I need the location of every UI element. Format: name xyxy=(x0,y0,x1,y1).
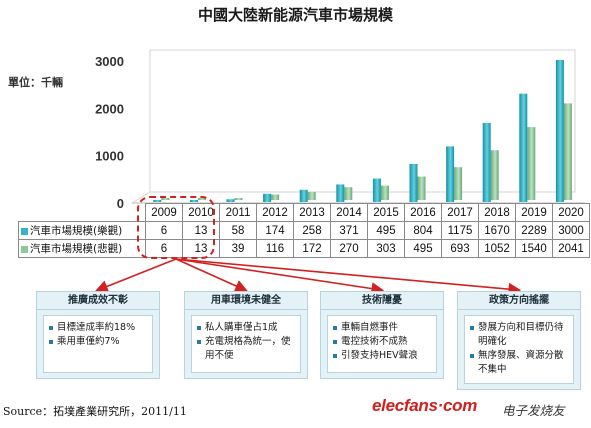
bar-chart: 0 1000 2000 3000 xyxy=(95,49,585,210)
reason-box-policy: 政策方向搖擺 發展方向和目標仍待明確化 無序發展、資源分散不集中 xyxy=(457,291,581,390)
bar-pessimistic xyxy=(197,198,206,200)
table-cell: 3000 xyxy=(552,221,590,240)
unit-label: 單位：千輛 xyxy=(8,76,63,89)
year-cell: 2012 xyxy=(256,203,294,222)
year-cell: 2009 xyxy=(145,203,183,222)
reason-title: 技術隱憂 xyxy=(321,292,443,310)
data-table: 2009 2010 2011 2012 2013 2014 2015 2016 2017 2018… xyxy=(18,203,590,258)
year-cell: 2017 xyxy=(441,203,479,222)
bar-optimistic xyxy=(372,178,381,202)
reason-arrow xyxy=(175,258,248,292)
table-cell: 1540 xyxy=(515,239,553,258)
table-cell: 1670 xyxy=(478,221,516,240)
reason-item: 電控技術不成熟 xyxy=(332,335,432,349)
table-cell: 693 xyxy=(441,239,479,258)
year-cell: 2013 xyxy=(293,203,331,222)
year-cell: 2011 xyxy=(219,203,257,222)
row-label: 汽車市場規模(悲觀) xyxy=(18,239,146,258)
reason-item: 私人購車僅占1成 xyxy=(196,321,296,335)
bar-pessimistic xyxy=(380,185,389,200)
y-tick-label: 0 xyxy=(117,196,124,210)
brand-logo-cn: 电子发烧友 xyxy=(502,403,565,418)
table-cell: 174 xyxy=(256,221,294,240)
highlight-2009-2010 xyxy=(137,196,215,259)
reason-item: 無序發展、資源分散不集中 xyxy=(469,349,569,377)
table-cell: 1052 xyxy=(478,239,516,258)
year-cell: 2020 xyxy=(552,203,590,222)
bar-pessimistic xyxy=(563,103,572,200)
source-note: Source：拓墣產業研究所，2011/11 xyxy=(3,405,187,418)
y-tick-label: 3000 xyxy=(95,54,124,69)
table-row-optimistic: 汽車市場規模(樂觀) 6 13 58 174 258 371 495 804 1175 1670 22… xyxy=(18,221,590,240)
bar-pessimistic xyxy=(161,198,170,200)
bar-pessimistic xyxy=(417,176,426,200)
bar-pessimistic xyxy=(490,150,499,200)
reason-item: 充電規格為統一，使用不便 xyxy=(196,335,296,363)
bar-pessimistic xyxy=(307,191,316,200)
reason-box-promotion: 推廣成效不彰 目標達成率約18% 乘用車僅約7% xyxy=(36,291,160,379)
bar-optimistic xyxy=(446,146,455,202)
reason-title: 推廣成效不彰 xyxy=(37,292,159,310)
row-label-text: 汽車市場規模(悲觀) xyxy=(30,243,123,255)
table-cell: 495 xyxy=(404,239,442,258)
reason-title: 政策方向搖擺 xyxy=(458,292,580,310)
bar-optimistic xyxy=(299,189,308,202)
bar-optimistic xyxy=(409,163,418,202)
table-cell: 495 xyxy=(367,221,405,240)
row-label: 汽車市場規模(樂觀) xyxy=(18,221,146,240)
table-cell: 2289 xyxy=(515,221,553,240)
year-header-row: 2009 2010 2011 2012 2013 2014 2015 2016 2017 2018… xyxy=(18,203,590,222)
year-cell: 2014 xyxy=(330,203,368,222)
bar-pessimistic xyxy=(271,194,280,200)
bar-optimistic xyxy=(519,93,528,202)
reason-item: 引發支持HEV聲浪 xyxy=(332,349,432,363)
y-tick-label: 2000 xyxy=(95,101,124,116)
reason-item: 乘用車僅約7% xyxy=(48,335,148,349)
brand-logo: elecfans·com xyxy=(372,396,478,415)
bar-pessimistic xyxy=(344,187,353,200)
table-cell: 39 xyxy=(219,239,257,258)
year-cell: 2018 xyxy=(478,203,516,222)
table-cell: 303 xyxy=(367,239,405,258)
year-cell: 2015 xyxy=(367,203,405,222)
table-row-pessimistic: 汽車市場規模(悲觀) 6 13 39 116 172 270 303 495 693 1052 154… xyxy=(18,239,590,258)
table-cell: 270 xyxy=(330,239,368,258)
plot-frame xyxy=(131,49,576,204)
y-tick-label: 1000 xyxy=(95,149,124,164)
year-cell: 2019 xyxy=(515,203,553,222)
reason-title: 用車環境未健全 xyxy=(185,292,307,310)
bar-optimistic xyxy=(263,193,272,202)
reason-arrow xyxy=(175,258,522,296)
bar-optimistic xyxy=(226,199,235,202)
chart-title: 中國大陸新能源汽車市場規模 xyxy=(197,6,393,24)
bar-pessimistic xyxy=(527,127,536,200)
bar-optimistic xyxy=(555,60,564,202)
reason-arrow xyxy=(95,258,177,293)
reason-box-environment: 用車環境未健全 私人購車僅占1成 充電規格為統一，使用不便 xyxy=(184,291,308,379)
year-cell: 2016 xyxy=(404,203,442,222)
reason-item: 車輛自燃事件 xyxy=(332,321,432,335)
legend-swatch xyxy=(21,245,28,253)
table-cell: 804 xyxy=(404,221,442,240)
reason-item: 目標達成率約18% xyxy=(48,321,148,335)
table-cell: 2041 xyxy=(552,239,590,258)
row-label-text: 汽車市場規模(樂觀) xyxy=(30,225,123,237)
bar-optimistic xyxy=(153,200,162,202)
table-cell: 1175 xyxy=(441,221,479,240)
table-cell: 258 xyxy=(293,221,331,240)
bar-pessimistic xyxy=(454,167,463,200)
table-cell: 172 xyxy=(293,239,331,258)
bar-optimistic xyxy=(482,122,491,202)
table-cell: 371 xyxy=(330,221,368,240)
legend-swatch xyxy=(21,227,28,235)
table-cell: 116 xyxy=(256,239,294,258)
bar-optimistic xyxy=(189,200,198,202)
reason-box-technology: 技術隱憂 車輛自燃事件 電控技術不成熟 引發支持HEV聲浪 xyxy=(320,291,444,379)
reason-item: 發展方向和目標仍待明確化 xyxy=(469,321,569,349)
table-cell: 58 xyxy=(219,221,257,240)
table-cell: 13 xyxy=(182,221,220,240)
bar-pessimistic xyxy=(234,198,243,200)
reason-arrow xyxy=(175,258,385,295)
bar-optimistic xyxy=(336,184,345,202)
